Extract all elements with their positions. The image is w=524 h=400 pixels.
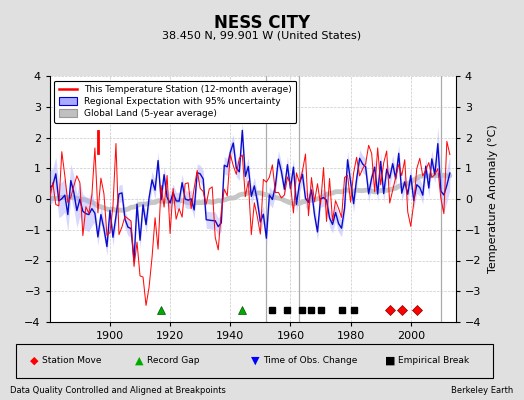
Text: Record Gap: Record Gap	[147, 356, 199, 365]
Text: 38.450 N, 99.901 W (United States): 38.450 N, 99.901 W (United States)	[162, 30, 362, 40]
Text: ■: ■	[385, 356, 396, 366]
Text: Station Move: Station Move	[42, 356, 102, 365]
Text: Time of Obs. Change: Time of Obs. Change	[264, 356, 358, 365]
Text: ▼: ▼	[252, 356, 260, 366]
Text: ◆: ◆	[30, 356, 38, 366]
Text: Empirical Break: Empirical Break	[398, 356, 470, 365]
Text: ▲: ▲	[135, 356, 143, 366]
Y-axis label: Temperature Anomaly (°C): Temperature Anomaly (°C)	[488, 125, 498, 273]
Text: Berkeley Earth: Berkeley Earth	[451, 386, 514, 395]
Text: NESS CITY: NESS CITY	[214, 14, 310, 32]
Legend: This Temperature Station (12-month average), Regional Expectation with 95% uncer: This Temperature Station (12-month avera…	[54, 80, 297, 123]
Text: Data Quality Controlled and Aligned at Breakpoints: Data Quality Controlled and Aligned at B…	[10, 386, 226, 395]
